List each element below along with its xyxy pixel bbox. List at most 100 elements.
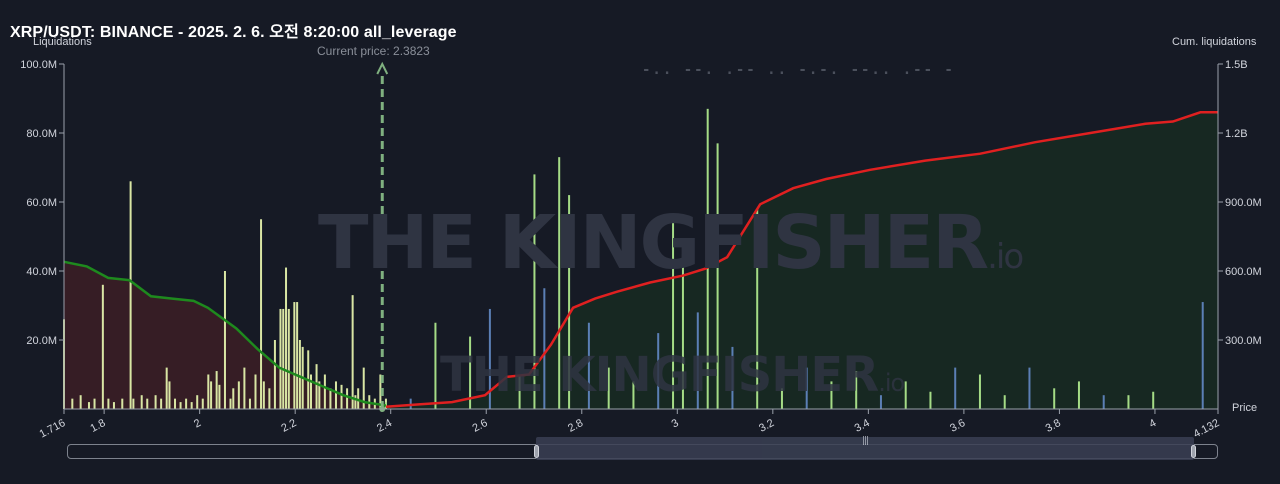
long-liq-bar bbox=[121, 398, 124, 409]
range-handle-right[interactable] bbox=[1191, 445, 1196, 458]
long-liq-bar bbox=[185, 398, 188, 409]
long-liq-bar bbox=[296, 302, 299, 409]
range-handle-left[interactable] bbox=[534, 445, 539, 458]
x-tick-label: 2 bbox=[192, 417, 203, 430]
left-tick-label: 60.0M bbox=[26, 197, 57, 209]
short-liq-bar bbox=[954, 367, 957, 409]
short-liq-bar bbox=[978, 374, 981, 409]
short-liq-bar bbox=[1102, 395, 1105, 409]
left-tick-label: 100.0M bbox=[20, 59, 57, 71]
current-price-arrow-icon bbox=[376, 61, 389, 75]
x-tick-label: 2.4 bbox=[375, 417, 394, 435]
long-liq-bar bbox=[93, 398, 96, 409]
long-liq-bar bbox=[132, 398, 135, 409]
long-liq-bar bbox=[101, 284, 104, 409]
short-liq-bar bbox=[469, 336, 472, 409]
long-liq-bar bbox=[273, 340, 276, 409]
long-liq-bar bbox=[229, 398, 232, 409]
short-liq-bar bbox=[1127, 395, 1130, 409]
cum-short-line bbox=[385, 111, 1218, 408]
x-tick-label: 3.2 bbox=[757, 417, 776, 435]
short-liq-bar bbox=[1152, 391, 1155, 409]
long-liq-bar bbox=[268, 388, 271, 409]
long-liq-bar bbox=[190, 402, 193, 409]
long-liq-bar bbox=[174, 398, 177, 409]
right-tick-label: 600.0M bbox=[1225, 266, 1262, 278]
short-liq-bar bbox=[879, 395, 882, 409]
long-liq-bar bbox=[298, 340, 301, 409]
x-tick-label: 1.716 bbox=[37, 417, 67, 441]
short-liq-bar bbox=[587, 322, 590, 409]
range-scroll-window[interactable]: ||| bbox=[536, 436, 1194, 460]
right-tick-label: 1.2B bbox=[1225, 128, 1248, 140]
long-liq-bar bbox=[218, 384, 221, 409]
blurred-text: -.. --. .-- .. -.-. --.. .-- - bbox=[642, 62, 955, 78]
short-liq-bar bbox=[518, 374, 521, 409]
short-liq-bar bbox=[805, 367, 808, 409]
long-liq-bar bbox=[237, 381, 240, 409]
x-tick-label: 4 bbox=[1147, 417, 1158, 430]
short-liq-bar bbox=[558, 157, 561, 409]
short-liq-bar bbox=[434, 322, 437, 409]
long-liq-bar bbox=[346, 388, 349, 409]
right-tick-label: 900.0M bbox=[1225, 197, 1262, 209]
long-liq-bar bbox=[112, 402, 115, 409]
right-tick-label: 1.5B bbox=[1225, 59, 1248, 71]
long-liq-bar bbox=[210, 381, 213, 409]
long-liq-bar bbox=[310, 374, 313, 409]
long-liq-bar bbox=[254, 374, 257, 409]
long-liq-bar bbox=[379, 374, 382, 409]
long-liq-bar bbox=[129, 181, 132, 409]
short-liq-bar bbox=[716, 143, 719, 409]
short-liq-bar bbox=[543, 288, 546, 409]
long-liq-bar bbox=[243, 367, 246, 409]
long-liq-bar bbox=[282, 308, 285, 409]
short-liq-bar bbox=[904, 381, 907, 409]
long-liq-bar bbox=[71, 398, 74, 409]
long-liq-bar bbox=[168, 381, 171, 409]
long-liq-bar bbox=[248, 398, 251, 409]
cum-long-line bbox=[63, 260, 387, 407]
short-liq-bar bbox=[681, 253, 684, 409]
left-tick-label: 40.0M bbox=[26, 266, 57, 278]
long-liq-bar bbox=[179, 402, 182, 409]
x-tick-label: 3.4 bbox=[853, 417, 872, 435]
long-liq-bar bbox=[354, 395, 357, 409]
long-liq-bar bbox=[362, 367, 365, 409]
x-tick-label: 2.6 bbox=[471, 417, 490, 435]
short-liq-bar bbox=[672, 219, 675, 409]
short-liq-bar bbox=[1003, 395, 1006, 409]
short-liq-bar bbox=[657, 333, 660, 409]
long-liq-bar bbox=[357, 388, 360, 409]
grip-icon[interactable]: ||| bbox=[861, 436, 869, 446]
long-liq-bar bbox=[351, 295, 354, 409]
long-liq-bar bbox=[340, 384, 343, 409]
left-tick-label: 20.0M bbox=[26, 335, 57, 347]
current-price-label: Current price: 2.3823 bbox=[317, 44, 430, 58]
long-liq-bar bbox=[107, 398, 110, 409]
x-tick-label: 2.8 bbox=[566, 417, 585, 435]
short-liq-bar bbox=[607, 367, 610, 409]
short-liq-bar bbox=[756, 208, 759, 409]
x-tick-label: 3 bbox=[670, 417, 681, 430]
long-liq-bar bbox=[318, 381, 321, 409]
x-tick-label: 1.8 bbox=[88, 417, 107, 435]
long-liq-bar bbox=[201, 398, 204, 409]
chart-title: XRP/USDT: BINANCE - 2025. 2. 6. 오전 8:20:… bbox=[10, 24, 457, 41]
long-liq-bar bbox=[260, 219, 263, 409]
x-tick-label: 2.2 bbox=[279, 417, 298, 435]
long-liq-bar bbox=[165, 367, 168, 409]
long-liq-bar bbox=[293, 302, 296, 409]
long-liq-bar bbox=[232, 388, 235, 409]
long-liq-bar bbox=[334, 381, 337, 409]
long-liq-bar bbox=[223, 271, 226, 409]
short-liq-bar bbox=[1077, 381, 1080, 409]
left-tick-label: 80.0M bbox=[26, 128, 57, 140]
cum-short-area bbox=[385, 112, 1218, 410]
x-axis-title: Price bbox=[1232, 402, 1258, 414]
x-tick-label: 4.132 bbox=[1191, 417, 1221, 441]
long-liq-bar bbox=[154, 395, 157, 409]
long-liq-bar bbox=[262, 381, 265, 409]
long-liq-bar bbox=[207, 374, 210, 409]
